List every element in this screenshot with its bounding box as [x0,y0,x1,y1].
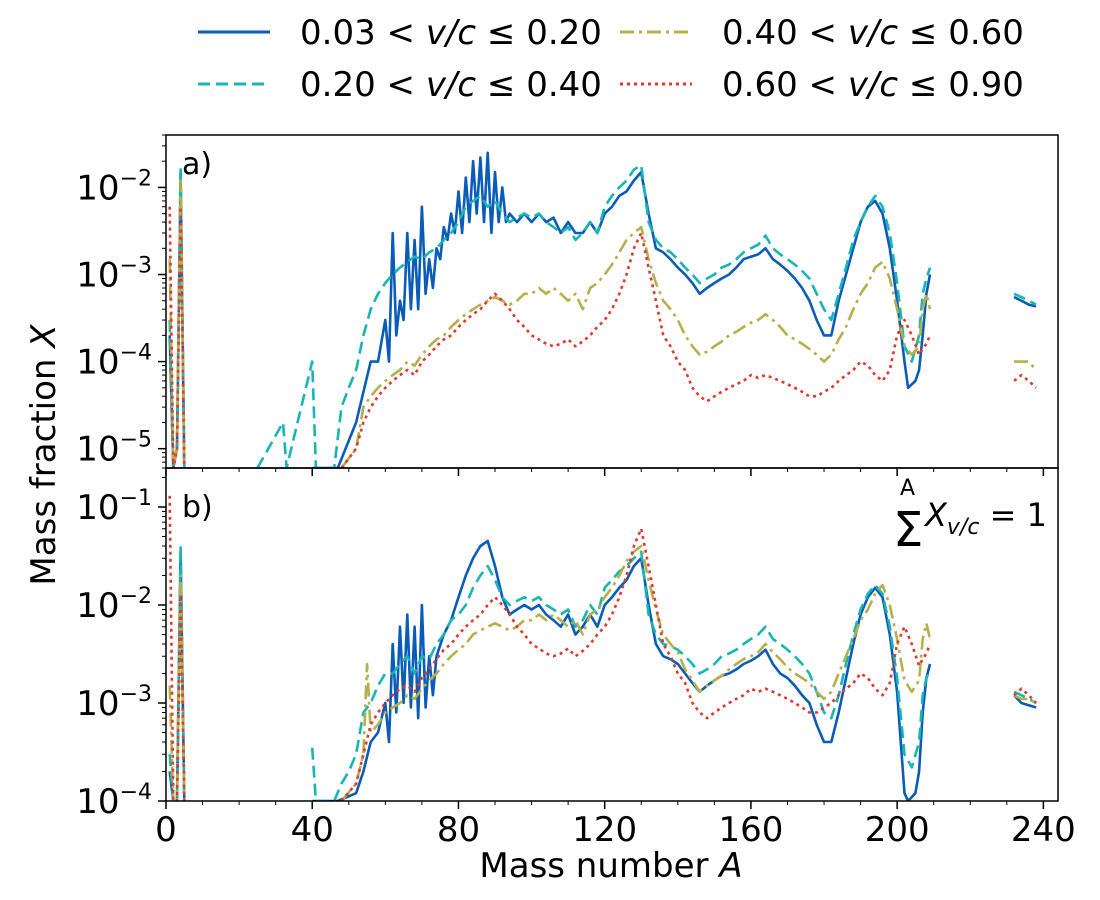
panel-a-label: a) [182,147,212,182]
legend-label-3: 0.40 < v/c ≤ 0.60 [722,13,1024,53]
series-a-3 [168,179,1038,468]
legend: 0.03 < v/c ≤ 0.20 0.20 < v/c ≤ 0.40 0.40… [198,13,1024,105]
panel-a: 10−5 10−4 10−3 10−2 a) [76,134,1059,476]
sum-superscript: A [900,476,915,501]
legend-entry-4: 0.60 < v/c ≤ 0.90 [620,65,1024,105]
x-tick-label: 200 [865,810,930,850]
legend-entry-1: 0.03 < v/c ≤ 0.20 [198,13,602,53]
x-tick-label: 240 [1011,810,1076,850]
x-tick-label: 80 [437,810,480,850]
sum-expression: Xv/c = 1 [923,496,1047,540]
x-tick-label: 0 [155,810,177,850]
panel-b-series [168,495,1038,801]
y-tick-label: 10−5 [76,428,152,470]
y-tick-label: 10−2 [76,584,152,626]
y-tick-label: 10−1 [76,486,152,528]
legend-label-4: 0.60 < v/c ≤ 0.90 [722,65,1024,105]
series-a-4 [168,205,1037,468]
y-tick-label: 10−3 [76,682,152,724]
legend-entry-2: 0.20 < v/c ≤ 0.40 [198,65,602,105]
sum-symbol: Σ [893,502,923,558]
panel-a-y-ticks: 10−5 10−4 10−3 10−2 [76,134,166,470]
x-tick-label: 160 [718,810,783,850]
panel-a-series [168,151,1038,468]
y-tick-label: 10−3 [76,254,152,296]
series-a-1 [168,151,1037,468]
legend-label-2: 0.20 < v/c ≤ 0.40 [300,65,602,105]
y-tick-label: 10−4 [76,341,152,383]
panel-b-label: b) [182,490,213,525]
x-axis-label: Mass number A [479,846,742,886]
series-b-3 [168,544,1037,801]
series-a-2 [168,163,1037,468]
normalization-annotation: A Σ Xv/c = 1 [893,476,1047,558]
y-tick-label: 10−4 [76,780,152,822]
y-axis-label: Mass fraction X [24,324,64,586]
panel-b-y-ticks: 10−4 10−3 10−2 10−1 [76,476,166,822]
x-tick-label: 120 [572,810,637,850]
legend-entry-3: 0.40 < v/c ≤ 0.60 [620,13,1024,53]
panel-b: 10−4 10−3 10−2 10−1 0 40 80 120 160 200 240 b) A … [76,467,1076,850]
x-tick-label: 40 [291,810,334,850]
y-tick-label: 10−2 [76,166,152,208]
legend-label-1: 0.03 < v/c ≤ 0.20 [300,13,602,53]
series-b-1 [168,539,1037,801]
panel-b-x-ticks: 0 40 80 120 160 200 240 [155,801,1076,850]
series-b-2 [168,544,1037,801]
series-b-4 [168,495,1038,801]
